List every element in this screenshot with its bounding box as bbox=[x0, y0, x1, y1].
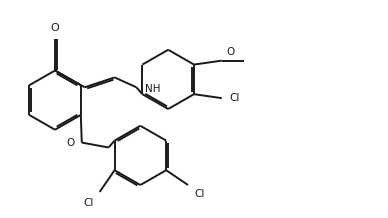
Text: O: O bbox=[50, 23, 59, 33]
Text: O: O bbox=[227, 47, 235, 57]
Text: O: O bbox=[67, 138, 75, 148]
Text: Cl: Cl bbox=[83, 198, 94, 208]
Text: NH: NH bbox=[145, 84, 160, 94]
Text: Cl: Cl bbox=[230, 93, 240, 103]
Text: Cl: Cl bbox=[194, 189, 204, 199]
